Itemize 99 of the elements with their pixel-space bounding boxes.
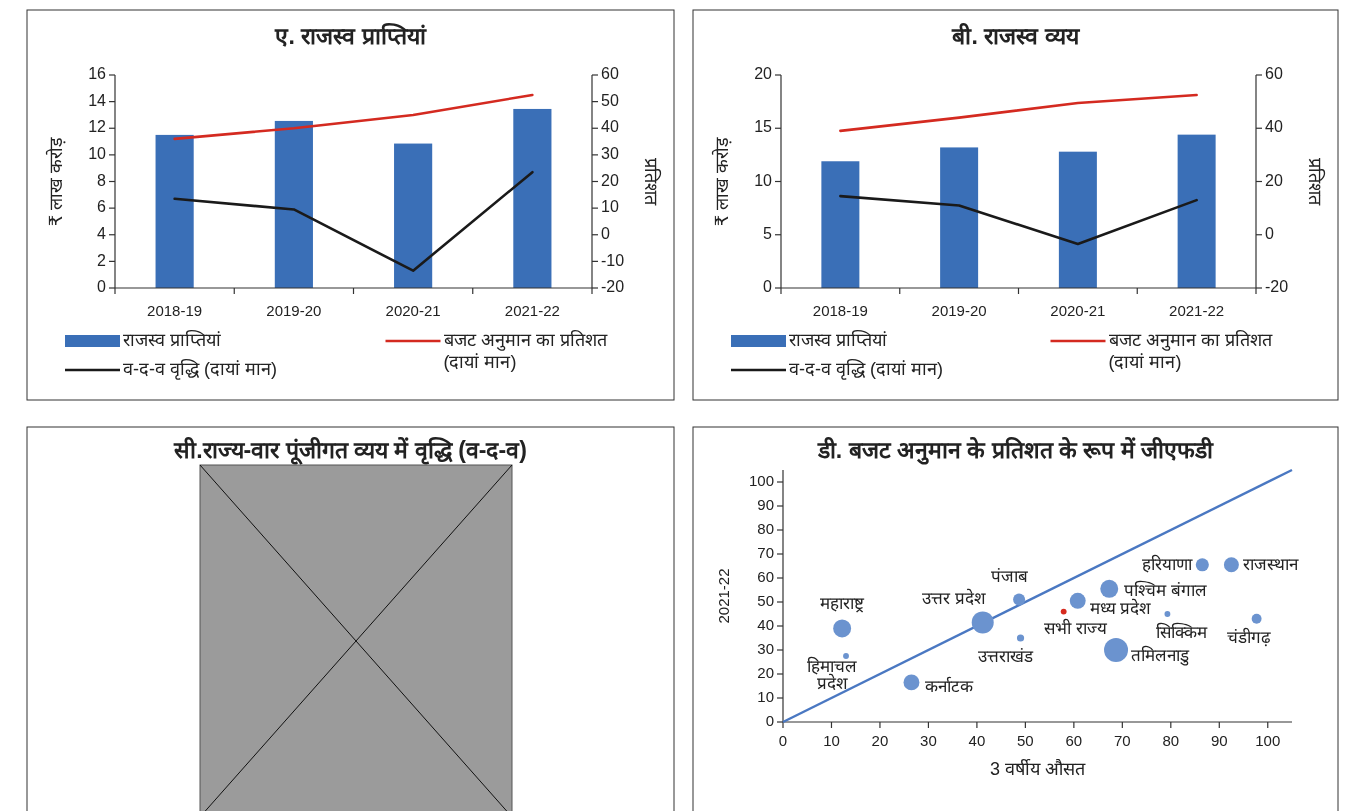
y2-tick-label: -20 — [1265, 278, 1289, 296]
y-tick-label: 10 — [754, 171, 773, 189]
x-tick-label: 2018-19 — [147, 301, 203, 319]
y-axis-title: 2021-22 — [714, 568, 732, 624]
y2-tick-label: 30 — [601, 145, 619, 163]
x-tick-label: 2021-22 — [1169, 301, 1225, 319]
y-tick-label: 15 — [754, 118, 773, 136]
y2-tick-label: 0 — [1265, 224, 1274, 242]
legend-label: व-द-व वृद्धि (दायां मान) — [123, 357, 277, 380]
y2-tick-label: 40 — [1265, 118, 1283, 136]
bar — [1058, 151, 1097, 288]
x-tick-label: 2021-22 — [504, 301, 560, 319]
chart-title: डी. बजट अनुमान के प्रतिशत के रूप में जीएफडी — [816, 436, 1215, 466]
bar — [513, 108, 552, 288]
y2-tick-label: 20 — [1265, 171, 1283, 189]
x-tick-label: 40 — [968, 731, 986, 749]
x-tick-label: 60 — [1065, 731, 1083, 749]
y-tick-label: 4 — [97, 224, 107, 242]
y2-tick-label: 10 — [601, 198, 619, 216]
y-tick-label: 20 — [754, 65, 773, 83]
annotation: उत्तराखंड — [978, 647, 1035, 667]
legend-label: राजस्व प्राप्तियां — [789, 328, 888, 350]
y-tick-label: 12 — [88, 118, 107, 136]
x-tick-label: 10 — [823, 731, 840, 749]
x-tick-label: 70 — [1113, 731, 1131, 749]
text: सी.राज्य-वार पूंजीगत व्यय में वृद्धि (व-द-व) — [173, 436, 527, 466]
line-series — [173, 93, 534, 141]
y-tick-label: 0 — [763, 278, 773, 296]
y-tick-label: 20 — [757, 663, 774, 681]
y-tick-label: 80 — [757, 519, 774, 537]
y-tick-label: 100 — [748, 471, 774, 489]
y2-tick-label: 40 — [601, 118, 619, 136]
y-tick-label: 30 — [757, 639, 774, 657]
y-tick-label: 16 — [88, 65, 107, 83]
annotation: हिमाचल प्रदेश — [807, 656, 858, 694]
line-series — [839, 194, 1198, 246]
x-tick-label: 30 — [920, 731, 937, 749]
bar — [274, 120, 313, 288]
bar — [940, 147, 979, 288]
annotation: हरियाणा — [1142, 554, 1194, 575]
annotation: तमिलनाडु — [1131, 645, 1191, 667]
y-tick-label: 2 — [97, 251, 107, 269]
x-tick-label: 2020-21 — [1050, 301, 1106, 319]
x-tick-label: 2020-21 — [385, 301, 441, 319]
y-tick-label: 70 — [757, 543, 774, 561]
x-tick-label: 0 — [778, 731, 788, 749]
y-tick-label: 14 — [88, 91, 107, 109]
y2-tick-label: -20 — [601, 278, 625, 296]
y-axis-title: ₹ लाख करोड़ — [44, 136, 66, 227]
bar — [1177, 134, 1216, 288]
y-axis-title: ₹ लाख करोड़ — [710, 136, 732, 227]
y-tick-label: 6 — [97, 198, 107, 216]
y-tick-label: 90 — [757, 495, 774, 513]
annotation: उत्तर प्रदेश — [921, 587, 986, 608]
annotation: राजस्थान — [1243, 555, 1300, 575]
y-tick-label: 8 — [97, 171, 107, 189]
annotation: चंडीगढ़ — [1226, 627, 1271, 648]
y2-tick-label: 0 — [601, 224, 610, 242]
x-tick-label: 2018-19 — [812, 301, 868, 319]
chart-title: ए. राजस्व प्राप्तियां — [274, 22, 427, 50]
annotation: सभी राज्य — [1044, 618, 1109, 639]
legend-label: राजस्व प्राप्तियां — [123, 328, 222, 350]
y2-tick-label: -10 — [601, 251, 625, 269]
y2-axis-title: प्रतिशत — [641, 158, 663, 206]
y2-axis-title: प्रतिशत — [1305, 158, 1327, 206]
line-series — [839, 93, 1198, 133]
y-tick-label: 5 — [763, 224, 773, 242]
x-tick-label: 100 — [1255, 731, 1281, 749]
annotation: पंजाब — [990, 567, 1028, 587]
y-tick-label: 60 — [757, 567, 774, 585]
x-axis-title: 3 वर्षीय औसत — [989, 757, 1086, 779]
y-tick-label: 0 — [765, 711, 774, 729]
y2-tick-label: 20 — [601, 171, 619, 189]
x-tick-label: 2019-20 — [266, 301, 322, 319]
legend-label: बजट अनुमान का प्रतिशत (दायां मान) — [1108, 328, 1273, 372]
x-tick-label: 50 — [1017, 731, 1034, 749]
legend-label: बजट अनुमान का प्रतिशत (दायां मान) — [443, 328, 608, 372]
annotation: कर्नाटक — [925, 675, 975, 696]
y-tick-label: 50 — [757, 591, 774, 609]
x-tick-label: 90 — [1210, 731, 1228, 749]
y2-tick-label: 60 — [601, 65, 619, 83]
line-series — [173, 170, 534, 272]
bar — [821, 161, 860, 288]
x-tick-label: 80 — [1162, 731, 1180, 749]
y2-tick-label: 50 — [601, 91, 619, 109]
y-tick-label: 10 — [757, 687, 774, 705]
annotation: मध्य प्रदेश — [1089, 598, 1152, 619]
legend-label: व-द-व वृद्धि (दायां मान) — [789, 357, 943, 380]
annotation: सिक्किम — [1155, 622, 1208, 643]
bar — [155, 134, 194, 288]
y-tick-label: 0 — [97, 278, 107, 296]
y-tick-label: 10 — [88, 145, 107, 163]
chart-title: बी. राजस्व व्यय — [951, 22, 1081, 50]
y2-tick-label: 60 — [1265, 65, 1283, 83]
x-tick-label: 2019-20 — [931, 301, 987, 319]
y-tick-label: 40 — [757, 615, 774, 633]
annotation: महाराष्ट्र — [820, 593, 866, 613]
bar — [394, 143, 433, 288]
x-tick-label: 20 — [871, 731, 889, 749]
